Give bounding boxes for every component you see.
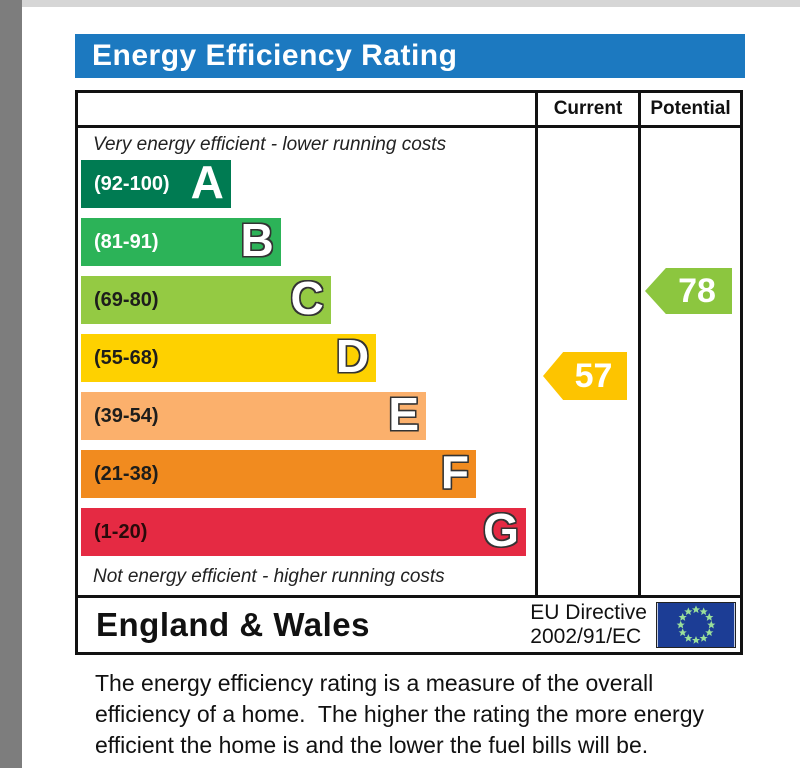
description-line: The energy efficiency rating is a measur… (95, 670, 654, 696)
band-row-e: (39-54) E (81, 388, 535, 441)
band-letter: E (388, 388, 420, 441)
potential-rating-pointer: 78 (645, 268, 732, 314)
band-range-label: (69-80) (94, 288, 159, 311)
bottom-caption: Not energy efficient - higher running co… (93, 566, 445, 587)
description-paragraph: The energy efficiency rating is a measur… (95, 668, 740, 761)
current-header-label: Current (553, 98, 623, 119)
band-row-c: (69-80) C (81, 272, 535, 325)
left-border-strip (0, 0, 22, 768)
potential-rating-value: 78 (678, 271, 716, 310)
band-bar-e: (39-54) E (81, 388, 427, 441)
band-range-label: (1-20) (94, 520, 148, 543)
potential-value-column: 78 (638, 128, 740, 595)
band-bar-d: (55-68) D (81, 330, 377, 383)
current-rating-pointer: 57 (543, 352, 627, 400)
eu-directive-line1: EU Directive (530, 601, 647, 624)
description-line: efficient the home is and the lower the … (95, 732, 649, 758)
band-letter: F (440, 446, 469, 499)
band-letter: A (190, 156, 224, 209)
band-row-f: (21-38) F (81, 446, 535, 499)
header-spacer-cell (78, 93, 535, 128)
band-row-b: (81-91) B (81, 214, 535, 267)
eu-flag-icon (656, 602, 736, 648)
band-bar-f: (21-38) F (81, 446, 476, 499)
band-bar-b: (81-91) B (81, 214, 281, 267)
band-range-label: (81-91) (94, 230, 159, 253)
eu-flag-stars (676, 605, 716, 644)
description-line: efficiency of a home. The higher the rat… (95, 701, 705, 727)
top-caption: Very energy efficient - lower running co… (93, 134, 447, 155)
band-letter: B (240, 214, 274, 267)
band-row-a: (92-100) A (81, 156, 535, 209)
column-header-potential: Potential (638, 93, 740, 128)
page-title: Energy Efficiency Rating (92, 39, 458, 72)
eu-directive-line2: 2002/91/EC (530, 625, 642, 648)
band-bar-g: (1-20) G (81, 504, 526, 557)
current-value-column: 57 (535, 128, 638, 595)
band-range-label: (39-54) (94, 404, 159, 427)
band-row-g: (1-20) G (81, 504, 535, 557)
top-border-strip (0, 0, 800, 7)
table-footer: England & Wales EU Directive 2002/91/EC (78, 595, 740, 652)
band-letter: C (290, 272, 324, 325)
rating-table: Current Potential Very energy efficient … (75, 90, 743, 655)
region-label: England & Wales (96, 606, 370, 643)
band-range-label: (55-68) (94, 346, 159, 369)
energy-rating-title-bar: Energy Efficiency Rating (75, 34, 745, 78)
potential-header-label: Potential (650, 98, 731, 119)
band-row-d: (55-68) D (81, 330, 535, 383)
band-range-label: (21-38) (94, 462, 159, 485)
band-letter: D (335, 330, 370, 383)
band-bar-c: (69-80) C (81, 272, 331, 325)
band-bar-a: (92-100) A (81, 156, 231, 209)
rating-bands-column: Very energy efficient - lower running co… (78, 128, 535, 595)
current-rating-value: 57 (574, 356, 613, 395)
band-letter: G (483, 504, 519, 557)
column-header-current: Current (535, 93, 638, 128)
eu-directive-label: EU Directive 2002/91/EC (530, 601, 647, 649)
band-range-label: (92-100) (94, 172, 170, 195)
